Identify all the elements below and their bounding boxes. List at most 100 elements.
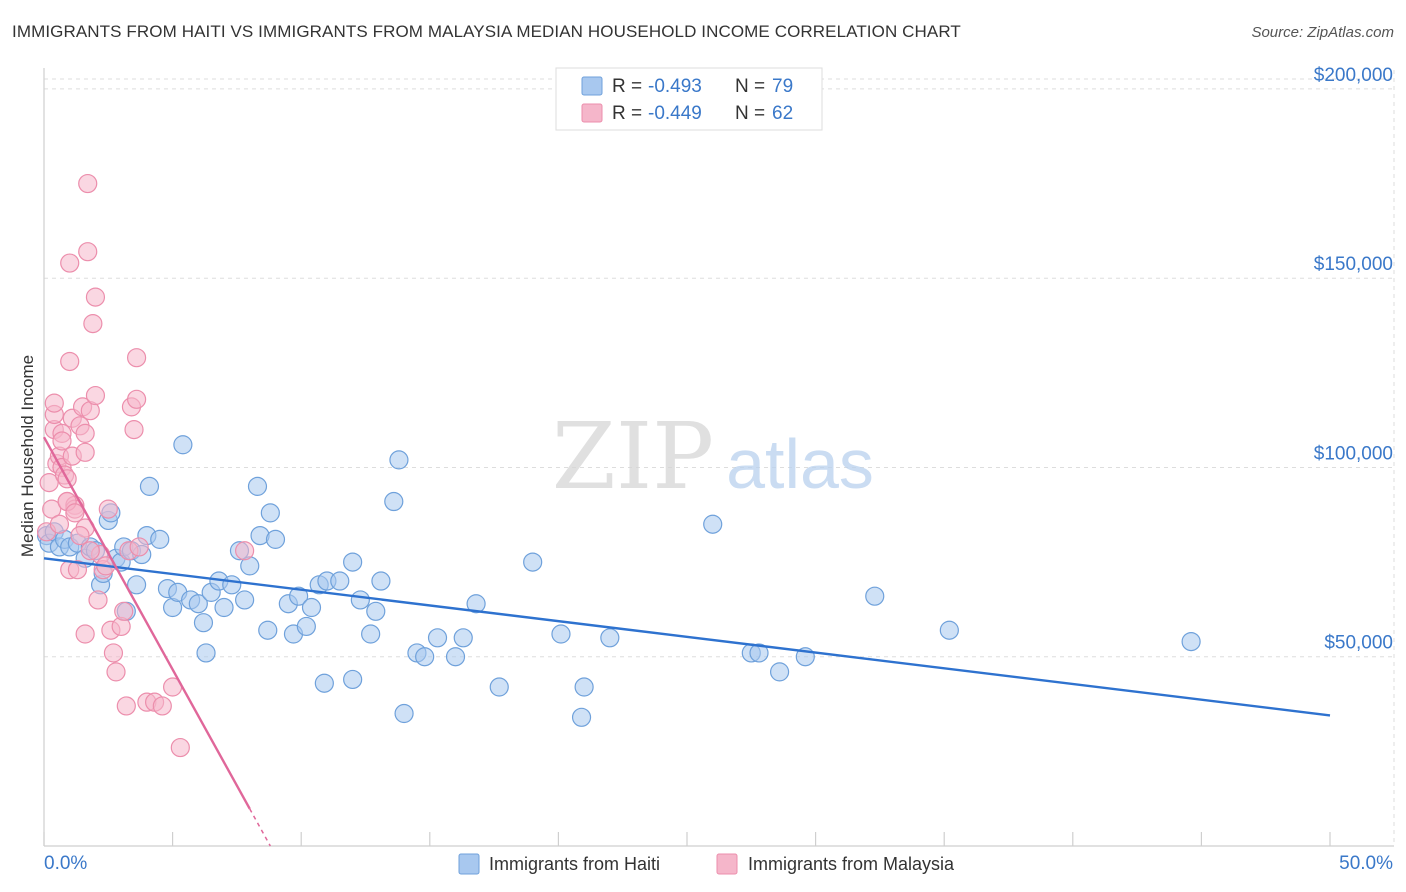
point-haiti-64 xyxy=(427,628,448,648)
legend-swatch-malaysia xyxy=(581,103,603,123)
point-haiti-55 xyxy=(350,590,370,610)
y-tick-label-1: $100,000 xyxy=(1314,443,1393,464)
point-haiti-31 xyxy=(196,643,216,663)
point-haiti-70 xyxy=(551,624,571,644)
y-axis-label: Median Household Income xyxy=(18,354,37,558)
point-haiti-77 xyxy=(769,662,790,682)
point-haiti-58 xyxy=(371,571,391,591)
y-tick-label-2: $150,000 xyxy=(1314,254,1393,275)
point-malaysia-39 xyxy=(106,662,126,682)
legend-n-label-haiti: N = xyxy=(735,76,765,97)
point-haiti-42 xyxy=(260,503,280,523)
point-malaysia-61 xyxy=(114,601,134,621)
point-haiti-71 xyxy=(574,677,594,697)
point-haiti-56 xyxy=(361,624,381,644)
trend-line-haiti xyxy=(43,557,1331,717)
point-malaysia-25 xyxy=(75,442,95,462)
point-malaysia-14 xyxy=(60,351,80,372)
point-malaysia-31 xyxy=(83,314,103,334)
legend-r-value-malaysia: -0.449 xyxy=(648,103,702,124)
point-haiti-53 xyxy=(343,669,363,690)
point-haiti-76 xyxy=(749,643,769,663)
point-malaysia-46 xyxy=(126,389,147,409)
point-haiti-63 xyxy=(415,647,435,667)
point-haiti-50 xyxy=(314,673,334,693)
point-malaysia-9 xyxy=(52,431,72,451)
point-haiti-41 xyxy=(258,620,278,640)
point-malaysia-60 xyxy=(235,541,255,561)
point-haiti-22 xyxy=(139,476,160,496)
point-malaysia-28 xyxy=(78,173,98,194)
point-malaysia-27 xyxy=(75,624,95,644)
point-malaysia-21 xyxy=(67,560,88,580)
point-haiti-72 xyxy=(571,707,592,727)
point-haiti-68 xyxy=(489,677,509,697)
point-malaysia-15 xyxy=(60,253,80,273)
point-haiti-79 xyxy=(865,586,885,606)
chart-title: IMMIGRANTS FROM HAITI VS IMMIGRANTS FROM… xyxy=(12,22,961,41)
legend-r-label-malaysia: R = xyxy=(612,103,642,124)
trend-layer xyxy=(42,436,1331,847)
point-malaysia-55 xyxy=(80,541,100,561)
trend-line-dashed-malaysia xyxy=(249,808,271,847)
series-legend-label-haiti[interactable]: Immigrants from Haiti xyxy=(489,854,660,874)
point-haiti-54 xyxy=(343,552,363,572)
point-malaysia-44 xyxy=(124,420,144,440)
point-haiti-66 xyxy=(453,628,473,648)
series-legend-label-malaysia[interactable]: Immigrants from Malaysia xyxy=(748,854,955,874)
point-haiti-27 xyxy=(173,435,193,455)
point-haiti-61 xyxy=(394,703,414,724)
y-tick-label-3: $200,000 xyxy=(1314,65,1393,86)
point-haiti-30 xyxy=(193,613,214,633)
point-haiti-23 xyxy=(150,529,170,549)
point-haiti-59 xyxy=(384,491,404,512)
axis-layer: $50,000 $100,000 $150,000 $200,000 0.0% 50.0% xyxy=(43,65,1394,874)
point-haiti-80 xyxy=(939,620,959,640)
y-tick-label-0: $50,000 xyxy=(1324,633,1393,654)
x-tick-label-0: 0.0% xyxy=(44,853,87,874)
point-malaysia-2 xyxy=(42,499,62,519)
point-haiti-43 xyxy=(265,529,286,549)
point-haiti-67 xyxy=(466,594,486,614)
point-malaysia-38 xyxy=(103,643,124,663)
source-credit: Source: ZipAtlas.com xyxy=(1251,24,1394,41)
point-haiti-47 xyxy=(296,616,316,637)
point-malaysia-36 xyxy=(98,499,118,519)
point-haiti-46 xyxy=(289,586,309,606)
point-malaysia-52 xyxy=(170,737,190,758)
point-haiti-39 xyxy=(247,476,268,496)
point-haiti-35 xyxy=(222,575,242,595)
point-malaysia-50 xyxy=(152,696,172,716)
legend-n-value-malaysia: 62 xyxy=(772,103,793,124)
point-haiti-29 xyxy=(188,594,208,614)
point-malaysia-33 xyxy=(85,385,106,406)
point-haiti-65 xyxy=(445,647,466,667)
series-legend-swatch-malaysia[interactable] xyxy=(716,853,738,875)
legend-n-label-malaysia: N = xyxy=(735,103,765,124)
point-haiti-34 xyxy=(214,597,234,618)
legend-r-value-haiti: -0.493 xyxy=(648,76,702,97)
point-haiti-73 xyxy=(600,628,620,648)
legend-n-value-haiti: 79 xyxy=(772,76,793,97)
watermark: ZIP atlas xyxy=(552,403,874,510)
watermark-atlas: atlas xyxy=(726,425,874,503)
point-malaysia-41 xyxy=(116,696,136,716)
point-malaysia-1 xyxy=(39,473,59,493)
point-haiti-57 xyxy=(366,601,386,621)
points-layer xyxy=(36,173,1201,758)
point-haiti-48 xyxy=(301,597,322,618)
correlation-legend: R = -0.493 N = 79 R = -0.449 N = 62 xyxy=(555,67,823,131)
point-haiti-81 xyxy=(1181,631,1201,652)
point-malaysia-24 xyxy=(75,423,95,443)
legend-swatch-haiti xyxy=(581,76,603,96)
point-haiti-60 xyxy=(389,450,409,470)
point-haiti-69 xyxy=(523,552,543,572)
point-malaysia-54 xyxy=(70,525,90,546)
series-legend: Immigrants from Haiti Immigrants from Ma… xyxy=(458,853,955,875)
point-malaysia-59 xyxy=(49,514,70,534)
point-haiti-19 xyxy=(126,575,147,595)
point-haiti-52 xyxy=(330,571,350,591)
point-haiti-74 xyxy=(703,514,723,534)
series-legend-swatch-haiti[interactable] xyxy=(458,853,480,875)
